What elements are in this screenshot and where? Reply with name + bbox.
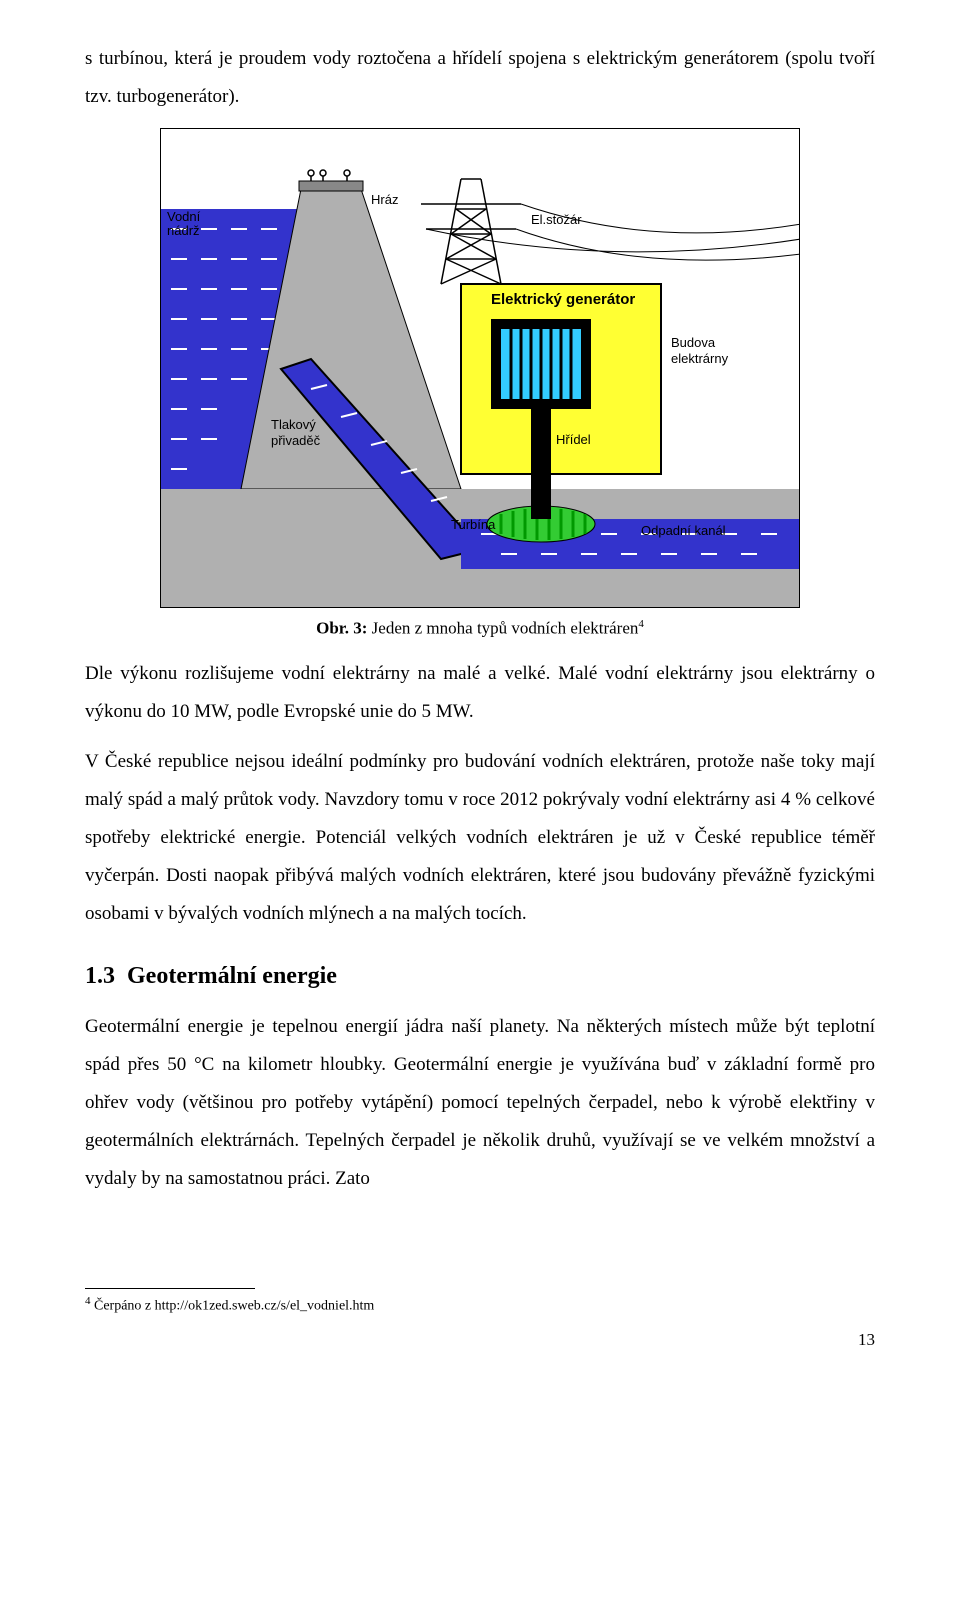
heading-text: Geotermální energie — [127, 963, 337, 989]
footnote-separator — [85, 1288, 255, 1289]
caption-prefix: Obr. 3: — [316, 619, 367, 638]
paragraph-3: V České republice nejsou ideální podmínk… — [85, 743, 875, 933]
label-vodni-nadrz-1: Vodní — [167, 209, 201, 224]
label-budova-2: elektrárny — [671, 351, 729, 366]
hydro-plant-diagram: Vodní nádrž Hráz El.stožár Elektrický ge… — [160, 128, 800, 608]
label-vodni-nadrz-2: nádrž — [167, 223, 200, 238]
paragraph-intro: s turbínou, která je proudem vody roztoč… — [85, 40, 875, 116]
label-tlakovy-2: přivaděč — [271, 433, 321, 448]
label-odpadni-kanal: Odpadní kanál — [641, 523, 726, 538]
caption-text: Jeden z mnoha typů vodních elektráren — [367, 619, 638, 638]
label-hraz: Hráz — [371, 192, 398, 207]
paragraph-4: Geotermální energie je tepelnou energií … — [85, 1008, 875, 1198]
label-elektricky-generator: Elektrický generátor — [491, 291, 635, 308]
label-budova-1: Budova — [671, 335, 716, 350]
caption-sup: 4 — [638, 618, 644, 630]
section-heading: 1.3 Geotermální energie — [85, 963, 875, 990]
figure-caption: Obr. 3: Jeden z mnoha typů vodních elekt… — [85, 618, 875, 639]
label-hridel: Hřídel — [556, 432, 591, 447]
footnote-text: Čerpáno z http://ok1zed.sweb.cz/s/el_vod… — [91, 1298, 375, 1313]
footnote: 4 Čerpáno z http://ok1zed.sweb.cz/s/el_v… — [85, 1295, 875, 1315]
label-turbina: Turbína — [451, 517, 496, 532]
document-page: s turbínou, která je proudem vody roztoč… — [0, 0, 960, 1407]
page-number: 13 — [85, 1330, 875, 1350]
label-tlakovy-1: Tlakový — [271, 417, 316, 432]
paragraph-2: Dle výkonu rozlišujeme vodní elektrárny … — [85, 655, 875, 731]
heading-num: 1.3 — [85, 963, 115, 989]
label-el-stozar: El.stožár — [531, 212, 582, 227]
